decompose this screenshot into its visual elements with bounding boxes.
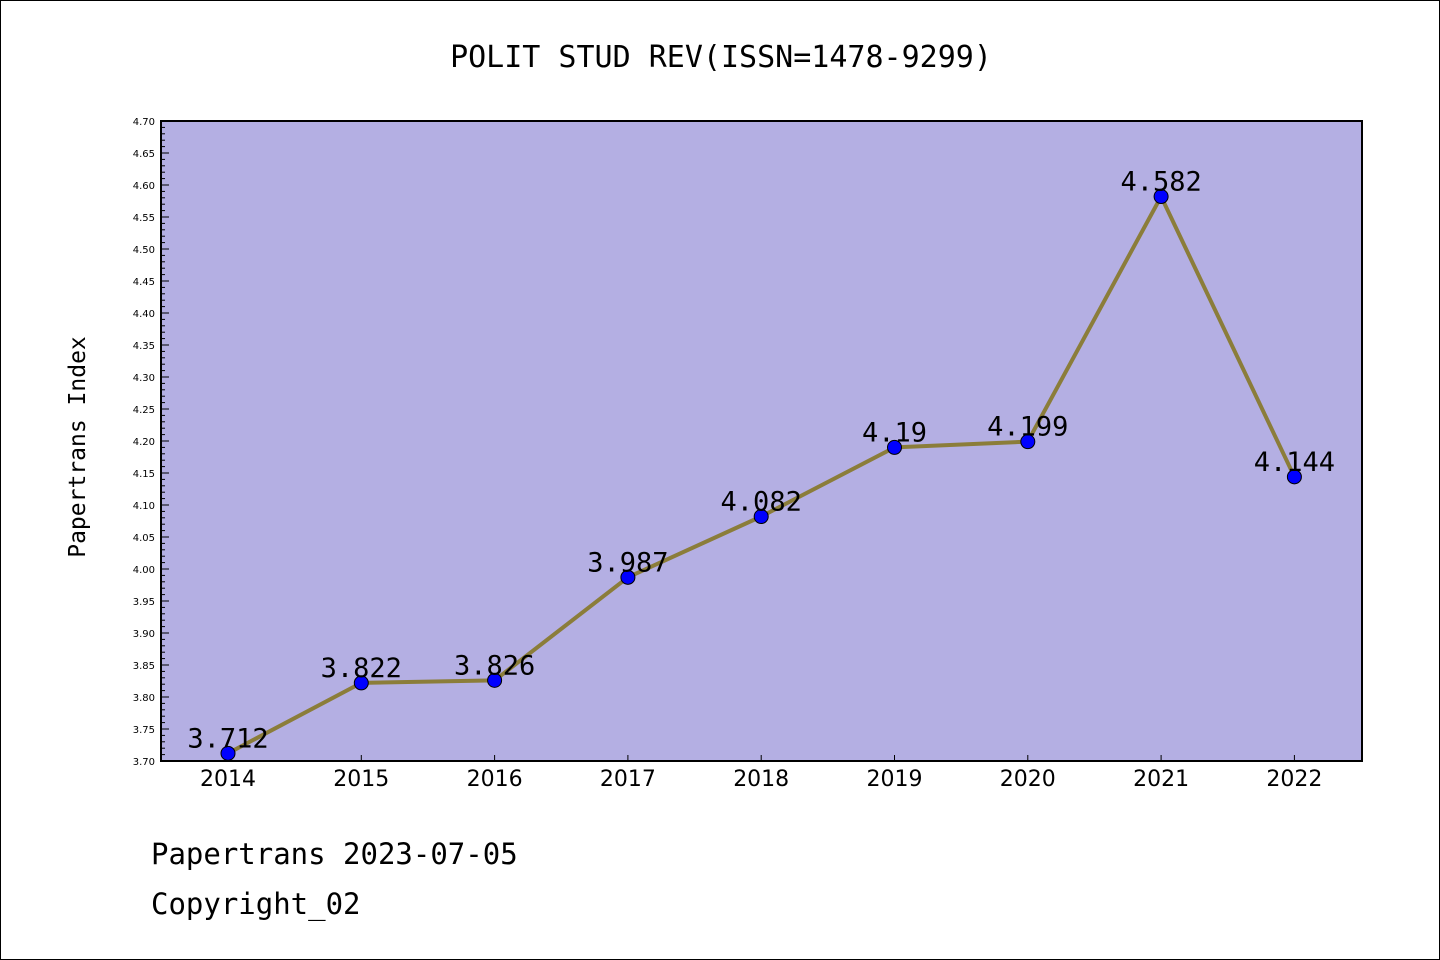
y-tick-label: 3.85: [133, 661, 155, 672]
y-tick-label: 4.60: [133, 181, 155, 192]
x-tick-label: 2018: [733, 767, 789, 792]
data-label: 4.199: [987, 412, 1068, 443]
x-tick-label: 2016: [467, 767, 523, 792]
x-axis-ticks: 2014 2015 2016 2017 2018 2019 2020 2021 2022: [200, 755, 1322, 792]
data-labels: 3.712 3.822 3.826 3.987 4.082 4.19 4.199 4.582 4…: [187, 167, 1335, 755]
y-tick-label: 4.40: [133, 309, 155, 320]
data-point: [220, 745, 236, 761]
y-tick-label: 4.45: [133, 277, 155, 288]
data-point: [1286, 469, 1302, 485]
y-tick-label: 4.05: [133, 533, 155, 544]
data-label: 3.826: [454, 650, 535, 681]
data-point: [487, 672, 503, 688]
data-point: [753, 509, 769, 525]
data-label: 4.082: [721, 487, 802, 518]
x-tick-label: 2021: [1133, 767, 1189, 792]
y-tick-label: 3.95: [133, 597, 155, 608]
series-markers: [220, 189, 1302, 761]
y-tick-label: 4.65: [133, 149, 155, 160]
data-point: [353, 675, 369, 691]
y-tick-label: 3.70: [133, 757, 155, 768]
x-tick-label: 2020: [1000, 767, 1056, 792]
y-tick-label: 3.80: [133, 693, 155, 704]
y-tick-label: 3.90: [133, 629, 155, 640]
y-tick-label: 4.15: [133, 469, 155, 480]
chart-title: POLIT STUD REV(ISSN=1478-9299): [450, 40, 992, 75]
y-tick-label: 4.50: [133, 245, 155, 256]
footer-copyright: Copyright_02: [151, 887, 361, 921]
plot-area: [160, 120, 1363, 762]
y-tick-label: 4.35: [133, 341, 155, 352]
data-point: [1020, 434, 1036, 450]
x-tick-label: 2017: [600, 767, 656, 792]
y-tick-label: 4.30: [133, 373, 155, 384]
data-point: [620, 569, 636, 585]
y-tick-label: 4.25: [133, 405, 155, 416]
y-tick-label: 4.10: [133, 501, 155, 512]
x-tick-label: 2019: [867, 767, 923, 792]
x-tick-label: 2022: [1266, 767, 1322, 792]
y-tick-label: 4.70: [133, 117, 155, 128]
data-label: 4.582: [1120, 167, 1201, 198]
x-tick-label: 2015: [333, 767, 389, 792]
data-point: [1153, 189, 1169, 205]
data-label: 3.712: [187, 723, 268, 754]
data-label: 4.144: [1254, 447, 1335, 478]
y-axis-ticks: 3.70 3.75 3.80 3.85 3.90 3.95 4.00 4.05 4.10 4.15…: [133, 117, 169, 768]
y-axis-label: Papertrans Index: [65, 336, 91, 558]
data-label: 3.822: [321, 653, 402, 684]
data-point: [887, 439, 902, 455]
data-label: 4.19: [862, 417, 927, 448]
y-tick-label: 4.20: [133, 437, 155, 448]
y-tick-label: 4.00: [133, 565, 155, 576]
footer-source: Papertrans 2023-07-05: [151, 837, 518, 871]
x-tick-label: 2014: [200, 767, 256, 792]
data-label: 3.987: [587, 547, 668, 578]
y-tick-label: 3.75: [133, 725, 155, 736]
y-tick-label: 4.55: [133, 213, 155, 224]
